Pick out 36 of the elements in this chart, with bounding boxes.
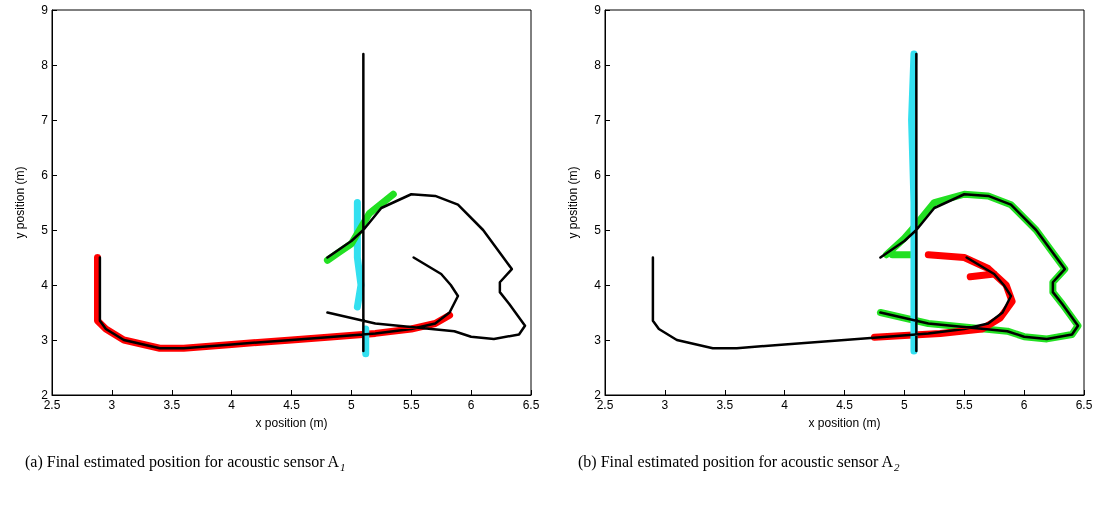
- x-tick-label: 3.5: [163, 398, 181, 412]
- x-tick-label: 5.5: [955, 398, 973, 412]
- x-tick-label: 6: [467, 398, 475, 412]
- y-tick-label: 7: [41, 113, 49, 127]
- x-tick-label: 4.5: [283, 398, 301, 412]
- x-tick-label: 2.5: [596, 398, 614, 412]
- y-tick-label: 6: [594, 168, 602, 182]
- x-tick-label: 3: [661, 398, 669, 412]
- y-tick-label: 4: [594, 278, 602, 292]
- x-axis-title: x position (m): [808, 416, 881, 430]
- x-tick-label: 2.5: [43, 398, 61, 412]
- y-tick-label: 3: [41, 333, 49, 347]
- x-axis-title: x position (m): [255, 416, 328, 430]
- x-tick-label: 3: [108, 398, 116, 412]
- x-tick-label: 5.5: [402, 398, 420, 412]
- y-tick-label: 9: [594, 3, 602, 17]
- x-tick-label: 5: [348, 398, 356, 412]
- y-tick-label: 8: [41, 58, 49, 72]
- x-tick-label: 3.5: [716, 398, 734, 412]
- y-tick-label: 6: [41, 168, 49, 182]
- y-tick-label: 5: [594, 223, 602, 237]
- x-tick-label: 6.5: [522, 398, 540, 412]
- x-tick-label: 5: [901, 398, 909, 412]
- x-tick-label: 4: [781, 398, 789, 412]
- x-tick-label: 4: [228, 398, 236, 412]
- y-tick-label: 7: [594, 113, 602, 127]
- y-axis-title: y position (m): [13, 166, 27, 239]
- x-tick-label: 4.5: [836, 398, 854, 412]
- y-axis-title: y position (m): [566, 166, 580, 239]
- y-tick-label: 3: [594, 333, 602, 347]
- y-tick-label: 8: [594, 58, 602, 72]
- y-tick-label: 5: [41, 223, 49, 237]
- x-tick-label: 6: [1020, 398, 1028, 412]
- y-tick-label: 4: [41, 278, 49, 292]
- x-tick-label: 6.5: [1075, 398, 1093, 412]
- y-tick-label: 9: [41, 3, 49, 17]
